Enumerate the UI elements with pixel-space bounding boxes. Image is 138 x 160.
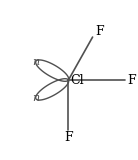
Text: n: n: [32, 57, 39, 67]
Text: n: n: [32, 93, 39, 103]
Text: F: F: [64, 131, 73, 144]
Text: Cl: Cl: [70, 73, 83, 87]
Text: F: F: [127, 73, 136, 87]
Text: F: F: [95, 25, 104, 38]
